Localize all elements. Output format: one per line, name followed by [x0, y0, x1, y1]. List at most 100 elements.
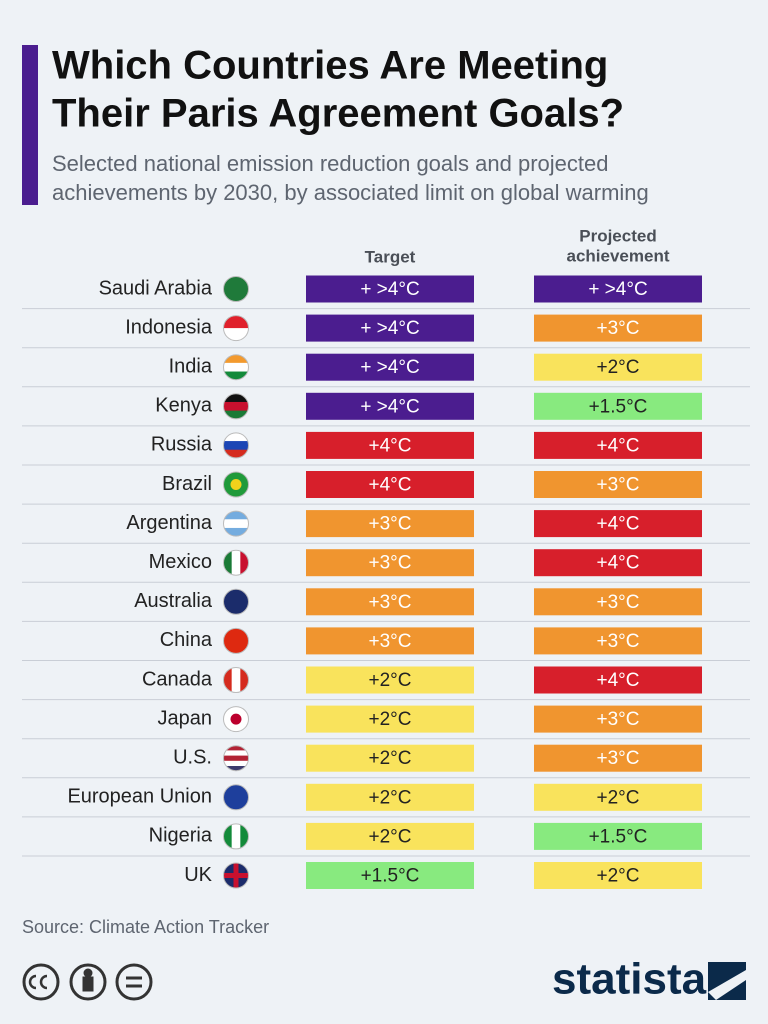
rating-label: +1.5°C [361, 866, 420, 887]
rating-label: +3°C [369, 553, 412, 574]
flag-stripe [223, 745, 249, 751]
rating-cell [534, 666, 702, 694]
rating-cell [534, 627, 702, 655]
flag-border [223, 588, 249, 615]
rating-cell [306, 471, 474, 498]
flag-emblem [230, 479, 242, 490]
flag-border [223, 432, 249, 459]
flag-border [223, 276, 249, 302]
column-header: achievement [567, 246, 670, 265]
rating-cell [306, 705, 474, 733]
flag-stripe [223, 315, 249, 329]
country: Mexico [149, 551, 212, 573]
flag-stripe [223, 760, 249, 767]
flag-border [223, 315, 249, 342]
flag-border [223, 627, 249, 654]
flag-stripe [223, 401, 249, 412]
flag-stripe [223, 410, 249, 419]
rating-label: +4°C [597, 435, 640, 456]
flag [223, 784, 249, 810]
rating-cell [306, 744, 474, 772]
rating-label: + >4°C [360, 279, 419, 300]
flag-border [223, 784, 249, 811]
flag-emblem [233, 863, 239, 888]
rating-cell [306, 314, 474, 342]
rating-cell [306, 275, 474, 303]
country: China [160, 629, 213, 651]
rating-cell [306, 666, 474, 694]
title-line: Which Countries Are Meeting [52, 44, 608, 88]
table-body: Saudi Arabia + >4°C + >4°C Indonesia + >4°C +… [22, 275, 750, 889]
rating-cell [306, 392, 474, 420]
flag [223, 550, 249, 576]
rating-label: +4°C [597, 553, 640, 574]
rating-label: +4°C [597, 514, 640, 535]
flag [223, 432, 249, 458]
flag-border [223, 823, 249, 850]
rating-cell [306, 431, 474, 459]
flag-border [223, 667, 249, 693]
column-header: Target [365, 247, 416, 266]
flag-border [223, 745, 249, 772]
rating-cell [306, 862, 474, 889]
flag-stripe [223, 823, 233, 849]
rating-label: +2°C [597, 357, 640, 378]
flag-border [223, 471, 249, 498]
flag-stripe [231, 550, 241, 576]
rating-label: +3°C [369, 592, 412, 613]
country: UK [184, 864, 212, 886]
rating-cell [306, 783, 474, 811]
rating-label: + >4°C [360, 357, 419, 378]
rating-label: +1.5°C [589, 826, 648, 847]
title-line: Their Paris Agreement Goals? [52, 92, 624, 136]
rating-label: +1.5°C [589, 396, 648, 417]
country: Russia [151, 434, 213, 456]
country: Brazil [162, 473, 212, 495]
flag-border [223, 862, 249, 889]
rating-cell [306, 353, 474, 381]
brand: statista [552, 955, 707, 1004]
country: Nigeria [149, 825, 213, 847]
flag [223, 354, 249, 380]
country: Argentina [126, 512, 212, 534]
flag-emblem [230, 713, 242, 725]
flag-stripe [223, 449, 249, 458]
flag-stripe [223, 519, 249, 529]
accent-bar [22, 45, 38, 205]
rating-cell [534, 783, 702, 811]
rating-label: +3°C [369, 514, 412, 535]
rating-cell [534, 510, 702, 538]
flag-stripe [223, 328, 249, 341]
flag-stripe [223, 550, 233, 576]
flag [223, 667, 249, 693]
subtitle-line: achievements by 2030, by associated limi… [52, 180, 649, 205]
flag-stripe [231, 823, 241, 849]
flag-border [223, 354, 249, 381]
rating-cell [534, 862, 702, 889]
flag [223, 628, 249, 654]
rating-label: +4°C [597, 670, 640, 691]
rating-cell [306, 822, 474, 850]
rating-cell [306, 549, 474, 577]
flag [223, 706, 249, 732]
flag-stripe [240, 550, 249, 576]
flag-stripe [223, 628, 249, 654]
rating-label: +2°C [369, 826, 412, 847]
rating-label: +2°C [597, 866, 640, 887]
country: Kenya [155, 395, 213, 417]
flag [223, 589, 249, 615]
rating-label: +2°C [369, 709, 412, 730]
flag [223, 276, 249, 302]
flag [223, 472, 249, 497]
flag-stripe [223, 371, 249, 380]
flag-stripe [223, 527, 249, 537]
flag-stripe [240, 823, 249, 849]
rating-cell [534, 705, 702, 733]
flag-stripe [223, 784, 249, 810]
column-header: Projected [579, 226, 656, 245]
flag-stripe [223, 750, 249, 757]
rating-label: +3°C [369, 631, 412, 652]
rating-cell [534, 588, 702, 616]
flag-stripe [223, 362, 249, 373]
rating-label: +3°C [597, 318, 640, 339]
